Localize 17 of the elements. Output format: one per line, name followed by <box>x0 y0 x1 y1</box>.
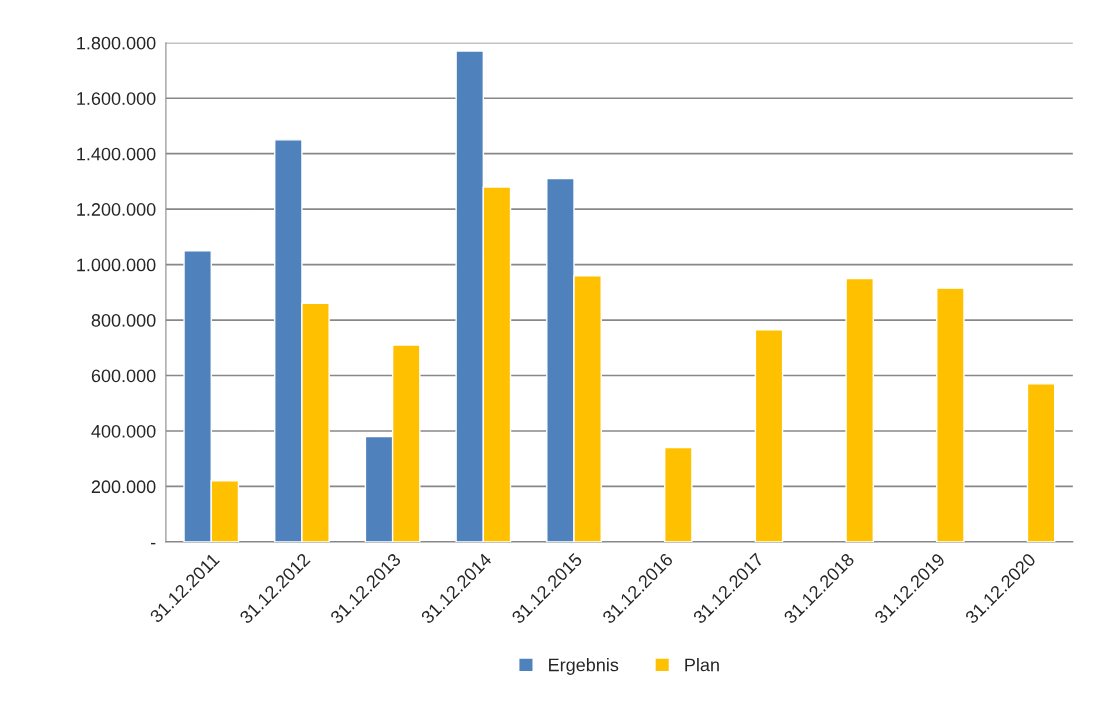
y-tick-label: 1.000.000 <box>77 258 156 272</box>
y-tick-label: 600.000 <box>91 369 156 383</box>
bar <box>754 329 784 542</box>
y-tick-label: 400.000 <box>91 424 156 438</box>
y-tick-label: 1.600.000 <box>77 92 156 105</box>
y-tick-label: 1.800.000 <box>77 36 156 50</box>
bar <box>664 446 693 542</box>
bar <box>1026 383 1056 542</box>
y-tick-label: 1.200.000 <box>77 203 156 216</box>
y-tick-label: 800.000 <box>91 313 156 327</box>
legend-label: Plan <box>685 658 719 672</box>
bar <box>845 277 874 542</box>
y-tick-label: 1.400.000 <box>77 147 156 161</box>
legend-label: Ergebnis <box>549 658 619 675</box>
bar <box>936 287 965 542</box>
y-tick-label: 200.000 <box>91 480 156 494</box>
y-tick-label: - <box>150 542 156 545</box>
